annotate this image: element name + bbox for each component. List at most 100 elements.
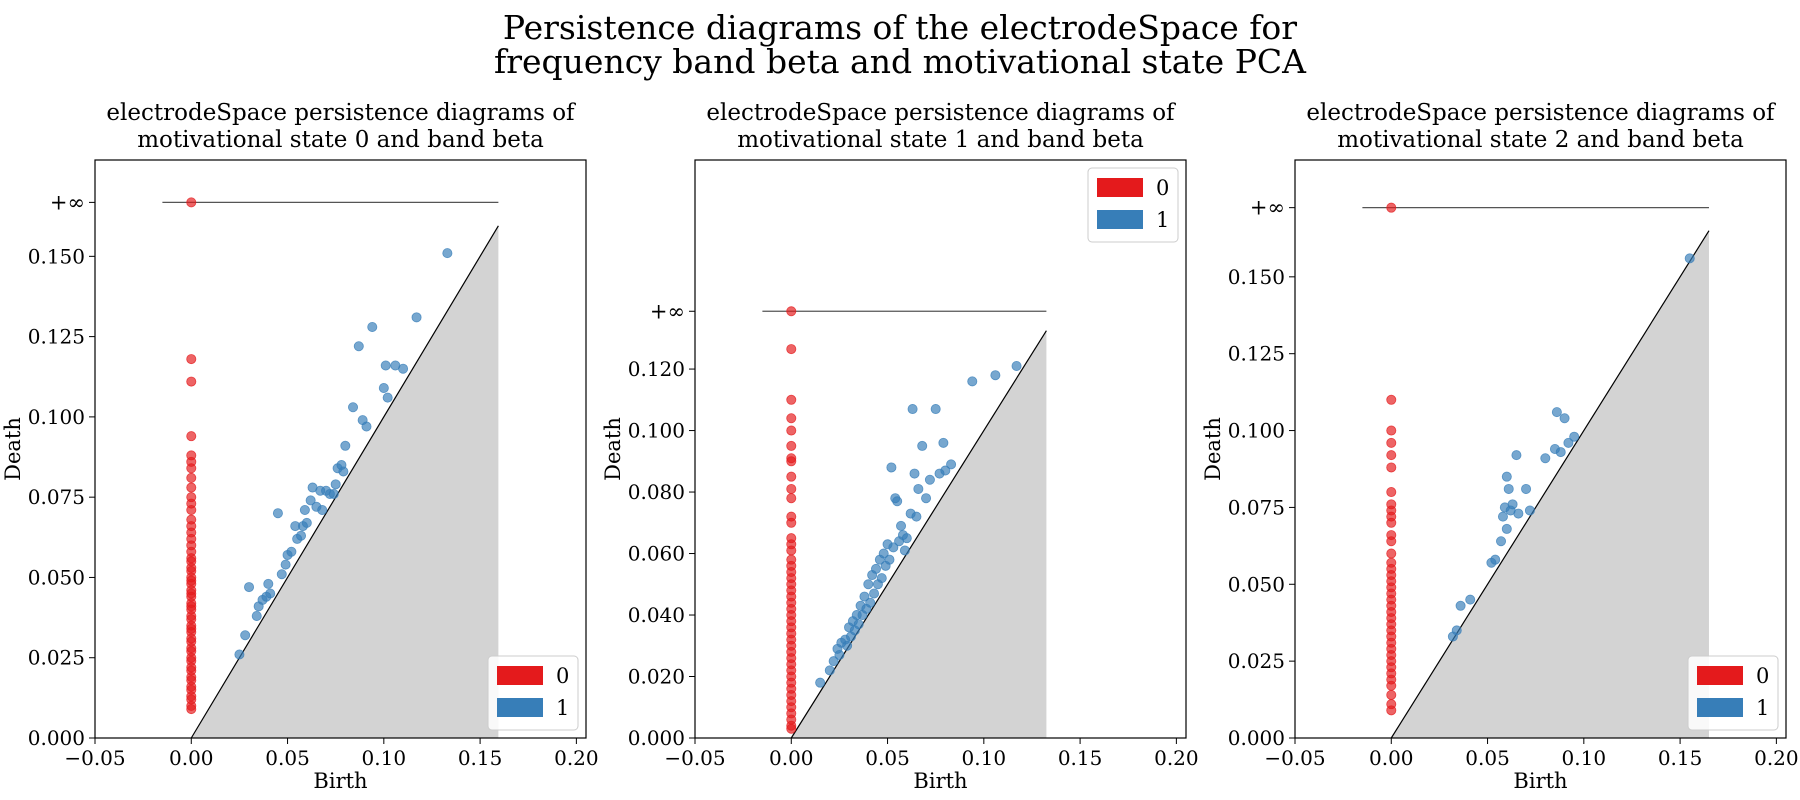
- figure-title-line-2: frequency band beta and motivational sta…: [494, 42, 1306, 81]
- figure-title-line-1: Persistence diagrams of the electrodeSpa…: [502, 8, 1298, 47]
- point-h1: [1011, 360, 1022, 371]
- point-h1: [1559, 413, 1570, 424]
- point-h1: [367, 321, 378, 332]
- point-h1: [380, 360, 391, 371]
- point-h1: [940, 465, 951, 476]
- x-tick-label: 0.05: [265, 746, 310, 770]
- point-h1: [946, 459, 957, 470]
- x-tick-label: 0.15: [1058, 746, 1103, 770]
- point-h1: [296, 530, 307, 541]
- point-h0: [786, 545, 797, 556]
- point-h0: [186, 376, 197, 387]
- point-h1: [353, 341, 364, 352]
- x-tick-label: 0.05: [1465, 746, 1510, 770]
- point-h0: [1386, 680, 1397, 691]
- legend: 01: [1687, 655, 1779, 731]
- x-tick-label: 0.20: [1754, 746, 1799, 770]
- point-h0: [786, 517, 797, 528]
- point-h1: [340, 440, 351, 451]
- y-tick-label: 0.040: [628, 603, 685, 627]
- point-h1: [828, 656, 839, 667]
- y-tick-label: 0.025: [1228, 649, 1285, 673]
- diagonal-line: [1390, 230, 1710, 739]
- point-h1: [1496, 536, 1507, 547]
- subplot-title-line-1: electrodeSpace persistence diagrams of: [706, 100, 1176, 126]
- point-h1: [1555, 447, 1566, 458]
- point-h1: [834, 649, 845, 660]
- y-tick-label: 0.125: [1228, 342, 1285, 366]
- point-h0: [786, 306, 797, 317]
- x-tick-label: 0.10: [1562, 746, 1607, 770]
- point-h0: [186, 482, 197, 493]
- point-h1: [1497, 511, 1508, 522]
- legend: 01: [487, 655, 579, 731]
- point-h0: [186, 704, 197, 715]
- axes-frame: [694, 159, 1187, 739]
- x-tick-label: 0.00: [769, 746, 814, 770]
- point-h0: [1386, 517, 1397, 528]
- point-h1: [317, 505, 328, 516]
- point-h0: [1386, 689, 1397, 700]
- point-h0: [786, 440, 797, 451]
- point-h1: [1490, 554, 1501, 565]
- point-h1: [911, 511, 922, 522]
- point-h1: [265, 588, 276, 599]
- point-h1: [842, 640, 853, 651]
- point-h1: [299, 505, 310, 516]
- point-h1: [286, 546, 297, 557]
- legend-label: 1: [1156, 208, 1169, 232]
- point-h1: [1465, 594, 1476, 605]
- point-h1: [361, 421, 372, 432]
- point-h0: [186, 431, 197, 442]
- point-h1: [938, 437, 949, 448]
- point-h1: [930, 404, 941, 415]
- point-h1: [896, 520, 907, 531]
- x-axis-label: Birth: [913, 769, 967, 793]
- point-h0: [186, 354, 197, 365]
- y-tick-label: 0.075: [28, 485, 85, 509]
- legend-swatch: [1097, 178, 1143, 197]
- point-h1: [244, 582, 255, 593]
- legend-swatch: [1697, 698, 1743, 717]
- axes-frame: [1294, 159, 1787, 739]
- legend-label: 1: [1756, 696, 1769, 720]
- subplot-0: −0.05 0.00 0.05 0.10 0.15 0.20 0.000 0.025 0.050…: [1, 100, 599, 793]
- point-h1: [907, 404, 918, 415]
- x-tick-label: 0.20: [554, 746, 599, 770]
- point-h1: [865, 597, 876, 608]
- point-h1: [901, 533, 912, 544]
- point-h1: [967, 376, 978, 387]
- point-h1: [924, 474, 935, 485]
- point-h0: [1386, 536, 1397, 547]
- y-tick-label: 0.100: [628, 419, 685, 443]
- legend-label: 0: [556, 664, 569, 688]
- point-h1: [990, 370, 1001, 381]
- point-h1: [909, 468, 920, 479]
- point-h1: [853, 619, 864, 630]
- y-tick-label: 0.100: [1228, 419, 1285, 443]
- point-h1: [1513, 508, 1524, 519]
- x-axis-label: Birth: [313, 769, 367, 793]
- point-h0: [1386, 437, 1397, 448]
- point-h0: [186, 197, 197, 208]
- point-h0: [786, 394, 797, 405]
- point-h1: [899, 545, 910, 556]
- point-h0: [186, 472, 197, 483]
- subplot-title-line-1: electrodeSpace persistence diagrams of: [106, 100, 576, 126]
- legend-swatch: [1697, 666, 1743, 685]
- point-h1: [330, 479, 341, 490]
- point-h1: [921, 493, 932, 504]
- point-h1: [280, 559, 291, 570]
- point-h1: [276, 569, 287, 580]
- point-h1: [878, 548, 889, 559]
- point-h1: [234, 649, 245, 660]
- point-h1: [1451, 625, 1462, 636]
- x-tick-label: −0.05: [1264, 746, 1325, 770]
- point-h1: [884, 554, 895, 565]
- legend-swatch: [1097, 210, 1143, 229]
- y-tick-label: 0.075: [1228, 495, 1285, 519]
- subplot-title-line-2: motivational state 2 and band beta: [1337, 127, 1744, 153]
- point-h1: [1540, 453, 1551, 464]
- x-tick-label: 0.10: [362, 746, 407, 770]
